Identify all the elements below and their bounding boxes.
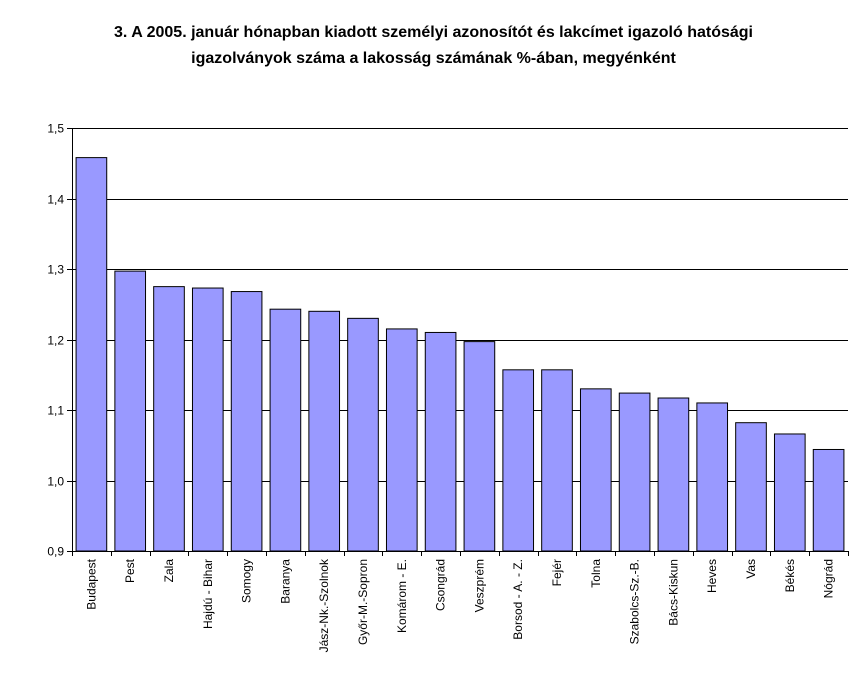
plot-area bbox=[72, 128, 848, 551]
x-category-label: Bács-Kiskun bbox=[666, 559, 680, 626]
x-category-label: Komárom - E. bbox=[395, 559, 409, 633]
bar bbox=[114, 270, 147, 552]
bar bbox=[812, 448, 845, 552]
bar bbox=[541, 369, 573, 552]
x-category-label: Hajdú - Bihar bbox=[201, 559, 215, 629]
bar bbox=[75, 157, 108, 552]
bar bbox=[385, 328, 418, 552]
x-category-label: Békés bbox=[783, 559, 797, 592]
bar bbox=[230, 291, 263, 552]
chart-title-line-1: 3. A 2005. január hónapban kiadott szemé… bbox=[114, 24, 753, 41]
x-category-label: Jász-Nk.-Szolnok bbox=[317, 558, 331, 652]
x-category-label: Pest bbox=[123, 558, 137, 583]
x-category-label: Fejér bbox=[550, 559, 564, 586]
y-tick-label: 1,5 bbox=[47, 122, 64, 136]
x-category-label: Szabolcs-Sz.-B. bbox=[628, 559, 642, 644]
bar bbox=[657, 397, 690, 552]
x-category-label: Nógrád bbox=[822, 559, 836, 598]
bar bbox=[463, 341, 496, 552]
x-category-label: Csongrád bbox=[434, 559, 448, 611]
x-category-label: Heves bbox=[705, 559, 719, 593]
bar bbox=[773, 433, 806, 552]
y-tick-label: 1,1 bbox=[47, 404, 64, 418]
x-category-label: Tolna bbox=[589, 559, 603, 588]
x-category-label: Veszprém bbox=[472, 559, 486, 612]
x-category-label: Borsod - A. - Z. bbox=[511, 559, 525, 640]
x-category-label: Somogy bbox=[240, 559, 254, 603]
bar bbox=[191, 287, 224, 552]
bar bbox=[696, 402, 729, 552]
y-tick-label: 1,3 bbox=[47, 263, 64, 277]
y-tick-label: 0,9 bbox=[47, 545, 64, 559]
bar bbox=[579, 388, 612, 552]
y-tick-label: 1,4 bbox=[47, 193, 64, 207]
chart-title-line-2: igazolványok száma a lakosság számának %… bbox=[191, 50, 676, 67]
bar bbox=[347, 317, 379, 552]
y-tick-label: 1,2 bbox=[47, 334, 64, 348]
x-category-label: Baranya bbox=[278, 559, 292, 604]
bar bbox=[502, 369, 535, 552]
bar bbox=[153, 286, 185, 552]
bar bbox=[269, 308, 302, 552]
y-tick-label: 1,0 bbox=[47, 475, 64, 489]
bar bbox=[618, 392, 651, 552]
x-category-label: Győr-M.-Sopron bbox=[356, 559, 370, 645]
x-category-label: Budapest bbox=[84, 558, 98, 609]
bar bbox=[308, 310, 341, 552]
bar bbox=[424, 331, 457, 552]
x-category-label: Vas bbox=[744, 559, 758, 579]
bar bbox=[735, 422, 767, 552]
x-category-label: Zala bbox=[162, 559, 176, 583]
chart-title: 3. A 2005. január hónapban kiadott szemé… bbox=[0, 20, 867, 72]
